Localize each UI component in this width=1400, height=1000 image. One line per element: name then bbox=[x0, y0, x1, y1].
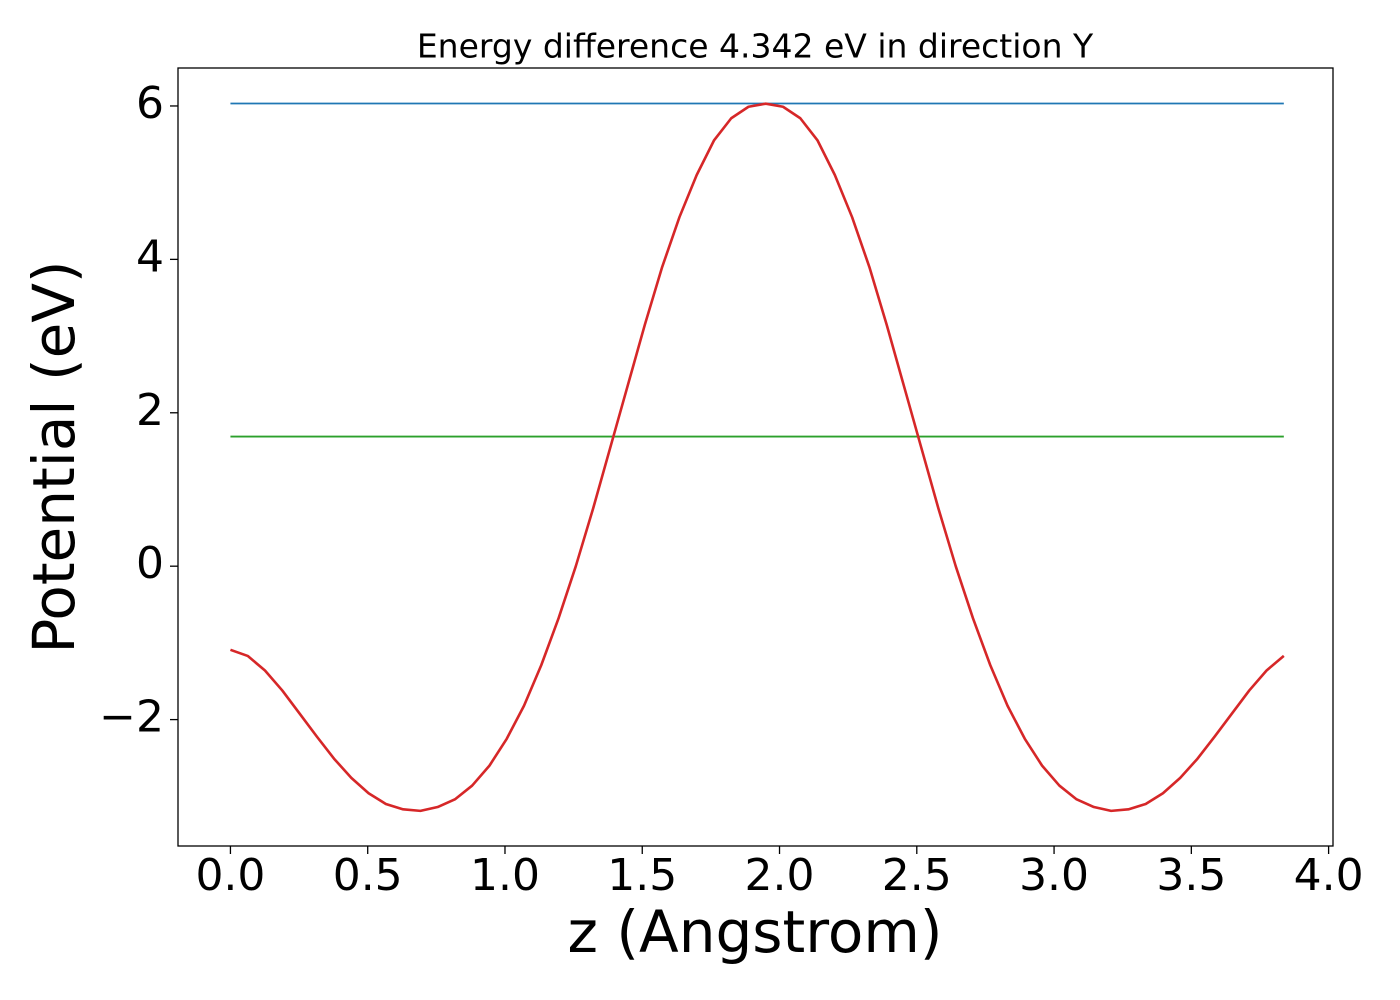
y-tick-label: 4 bbox=[136, 231, 164, 282]
x-axis-label: z (Angstrom) bbox=[568, 898, 943, 966]
x-tick-label: 0.5 bbox=[333, 850, 403, 901]
plot-frame bbox=[177, 67, 1334, 847]
x-tick-label: 3.5 bbox=[1156, 850, 1226, 901]
x-tick-label: 4.0 bbox=[1294, 850, 1364, 901]
y-tick-label: −2 bbox=[99, 692, 164, 743]
chart-title: Energy difference 4.342 eV in direction … bbox=[417, 27, 1094, 66]
x-tick-label: 1.5 bbox=[607, 850, 677, 901]
y-tick-label: 0 bbox=[136, 538, 164, 589]
y-tick-label: 2 bbox=[136, 385, 164, 436]
y-tick-label: 6 bbox=[136, 78, 164, 129]
x-tick-label: 0.0 bbox=[195, 850, 265, 901]
x-tick-label: 1.0 bbox=[470, 850, 540, 901]
x-tick-label: 2.5 bbox=[882, 850, 952, 901]
x-tick-label: 3.0 bbox=[1019, 850, 1089, 901]
x-tick-label: 2.0 bbox=[745, 850, 815, 901]
data-line bbox=[230, 102, 1285, 813]
y-axis-label: Potential (eV) bbox=[20, 260, 88, 653]
